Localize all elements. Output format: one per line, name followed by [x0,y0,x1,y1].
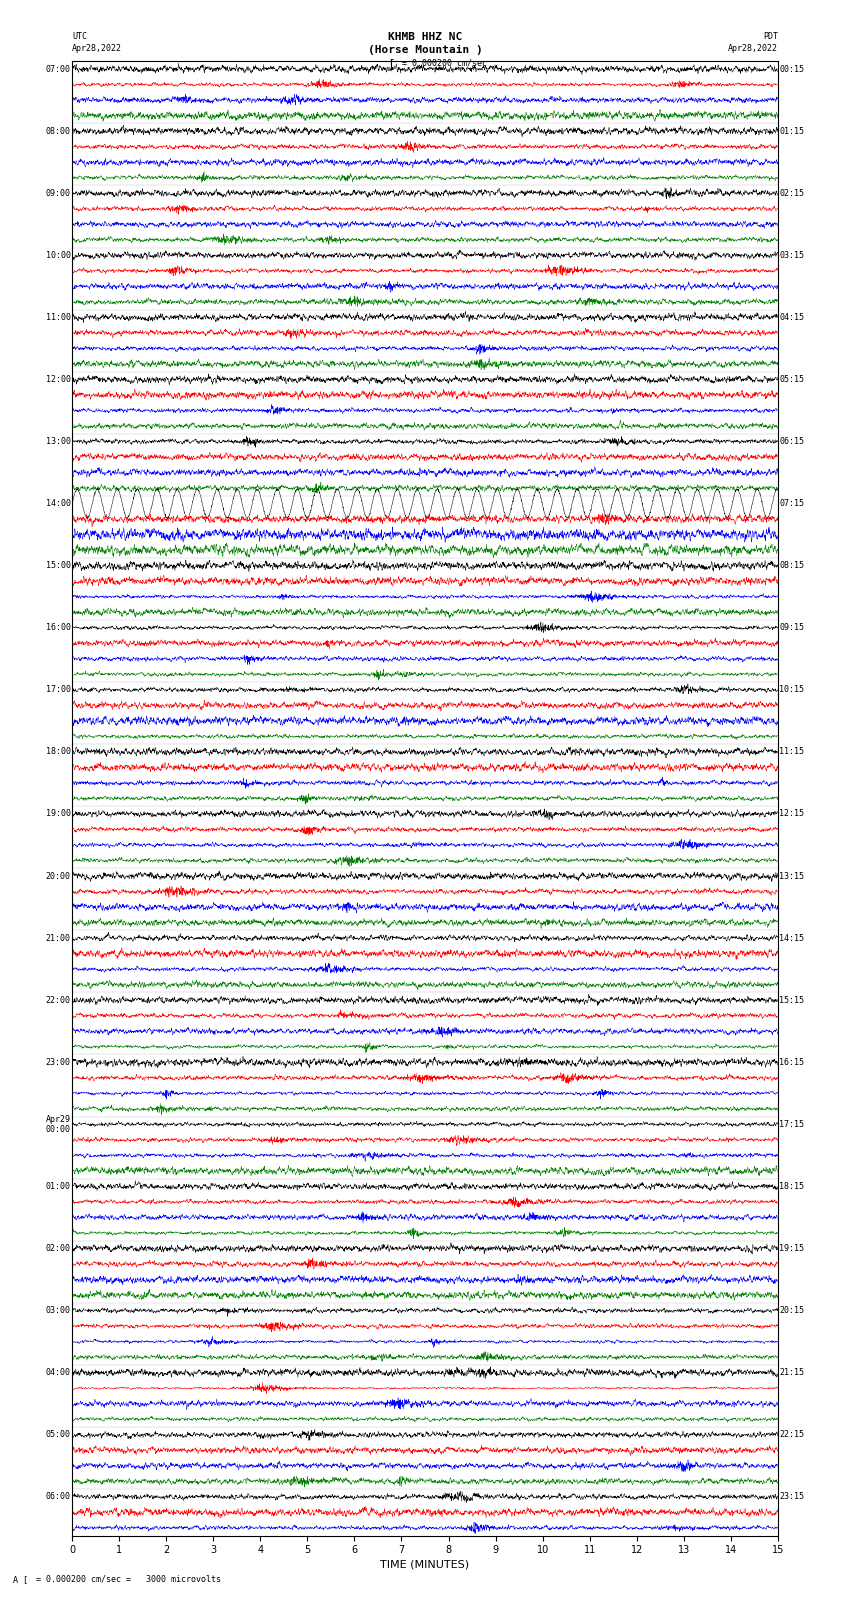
Text: 09:00: 09:00 [46,189,71,198]
Text: 03:00: 03:00 [46,1307,71,1315]
X-axis label: TIME (MINUTES): TIME (MINUTES) [381,1560,469,1569]
Text: 14:00: 14:00 [46,498,71,508]
Text: PDT: PDT [762,32,778,42]
Text: 06:00: 06:00 [46,1492,71,1502]
Text: 19:15: 19:15 [779,1244,804,1253]
Text: Apr29: Apr29 [46,1115,71,1124]
Text: = 0.000200 cm/sec =   3000 microvolts: = 0.000200 cm/sec = 3000 microvolts [36,1574,221,1584]
Text: 17:00: 17:00 [46,686,71,694]
Text: 19:00: 19:00 [46,810,71,818]
Text: UTC: UTC [72,32,88,42]
Text: (Horse Mountain ): (Horse Mountain ) [367,45,483,55]
Text: 11:00: 11:00 [46,313,71,323]
Text: 01:00: 01:00 [46,1182,71,1190]
Text: Apr28,2022: Apr28,2022 [72,44,122,53]
Text: 08:00: 08:00 [46,127,71,135]
Text: 04:15: 04:15 [779,313,804,323]
Text: 22:15: 22:15 [779,1431,804,1439]
Text: 05:00: 05:00 [46,1431,71,1439]
Text: 07:15: 07:15 [779,498,804,508]
Text: 04:00: 04:00 [46,1368,71,1378]
Text: 00:15: 00:15 [779,65,804,74]
Text: 11:15: 11:15 [779,747,804,756]
Text: 10:15: 10:15 [779,686,804,694]
Text: 17:15: 17:15 [779,1119,804,1129]
Text: 01:15: 01:15 [779,127,804,135]
Text: 02:00: 02:00 [46,1244,71,1253]
Text: [: [ [387,58,394,71]
Text: 16:15: 16:15 [779,1058,804,1066]
Text: 12:15: 12:15 [779,810,804,818]
Text: 23:15: 23:15 [779,1492,804,1502]
Text: 18:00: 18:00 [46,747,71,756]
Text: 06:15: 06:15 [779,437,804,447]
Text: 02:15: 02:15 [779,189,804,198]
Text: 03:15: 03:15 [779,250,804,260]
Text: 08:15: 08:15 [779,561,804,569]
Text: 15:00: 15:00 [46,561,71,569]
Text: A [: A [ [13,1574,28,1584]
Text: 20:15: 20:15 [779,1307,804,1315]
Text: 21:00: 21:00 [46,934,71,942]
Text: 07:00: 07:00 [46,65,71,74]
Text: 13:15: 13:15 [779,871,804,881]
Text: 15:15: 15:15 [779,995,804,1005]
Text: 16:00: 16:00 [46,623,71,632]
Text: 20:00: 20:00 [46,871,71,881]
Text: 09:15: 09:15 [779,623,804,632]
Text: 18:15: 18:15 [779,1182,804,1190]
Text: KHMB HHZ NC: KHMB HHZ NC [388,32,462,42]
Text: 05:15: 05:15 [779,374,804,384]
Text: 10:00: 10:00 [46,250,71,260]
Text: 00:00: 00:00 [46,1124,71,1134]
Text: Apr28,2022: Apr28,2022 [728,44,778,53]
Text: 12:00: 12:00 [46,374,71,384]
Text: 21:15: 21:15 [779,1368,804,1378]
Text: 23:00: 23:00 [46,1058,71,1066]
Text: 22:00: 22:00 [46,995,71,1005]
Text: 13:00: 13:00 [46,437,71,447]
Text: 14:15: 14:15 [779,934,804,942]
Text: = 0.000200 cm/sec: = 0.000200 cm/sec [402,58,487,68]
